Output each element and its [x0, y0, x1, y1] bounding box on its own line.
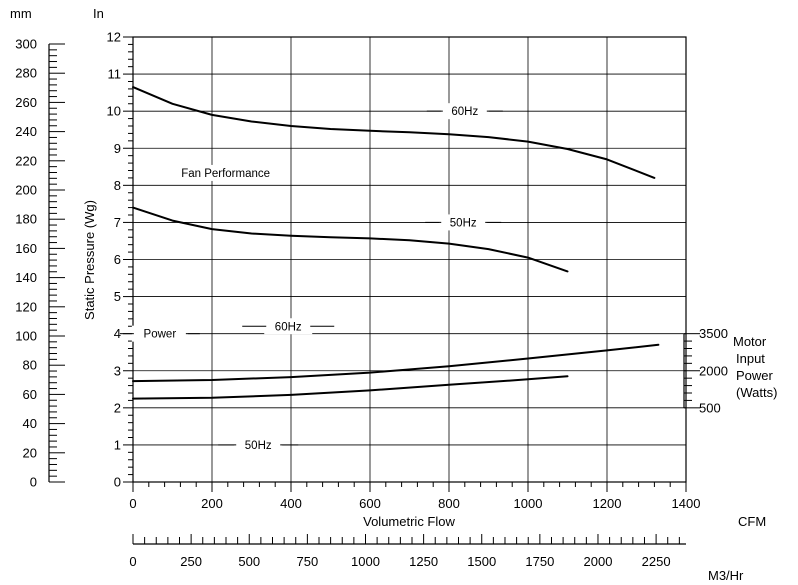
- mm-tick-label: 20: [23, 445, 37, 460]
- mm-tick-label: 100: [15, 329, 37, 344]
- annotation-power-60hz-mask: [264, 318, 313, 335]
- m3hr-tick-label: 0: [129, 554, 136, 569]
- power-tick-label: 2000: [699, 363, 728, 378]
- curves: [132, 86, 660, 400]
- mm-tick-label: 120: [15, 299, 37, 314]
- annotation-power: Power: [144, 329, 177, 341]
- y-unit-in: In: [93, 6, 104, 21]
- annotation-pressure-60hz: 60Hz: [451, 106, 478, 118]
- mm-tick-label: 40: [23, 416, 37, 431]
- y-unit-mm: mm: [10, 6, 32, 21]
- x-tick-label: 1400: [672, 496, 701, 511]
- annotation-power-50hz: 50Hz: [245, 440, 272, 452]
- y-tick-label: 9: [114, 141, 121, 156]
- power-tick-label: 500: [699, 400, 721, 415]
- power-tick-label: 3500: [699, 326, 728, 341]
- y-tick-label: 4: [114, 326, 121, 341]
- x-unit-cfm: CFM: [738, 514, 766, 529]
- m3hr-tick-label: 250: [180, 554, 202, 569]
- x-tick-label: 0: [129, 496, 136, 511]
- mm-tick-label: 240: [15, 124, 37, 139]
- curve-power-60hz: [132, 343, 660, 383]
- y-tick-label: 8: [114, 178, 121, 193]
- mm-tick-label: 180: [15, 212, 37, 227]
- x-tick-label: 200: [201, 496, 223, 511]
- y-tick-label: 5: [114, 289, 121, 304]
- power-axis-label: Motor: [733, 334, 767, 349]
- mm-tick-label: 0: [30, 475, 37, 490]
- annotation-power-mask: [131, 325, 188, 342]
- mm-tick-label: 200: [15, 183, 37, 198]
- mm-tick-label: 60: [23, 387, 37, 402]
- annotation-power-60hz: 60Hz: [275, 321, 302, 333]
- y-tick-label: 1: [114, 437, 121, 452]
- m3hr-tick-label: 2000: [584, 554, 613, 569]
- mm-tick-label: 300: [15, 37, 37, 52]
- power-axis-label: (Watts): [736, 385, 777, 400]
- m3hr-tick-label: 750: [297, 554, 319, 569]
- annotation-pressure-50hz: 50Hz: [450, 217, 477, 229]
- y-tick-label: 6: [114, 252, 121, 267]
- mm-tick-label: 80: [23, 358, 37, 373]
- m3hr-tick-label: 500: [238, 554, 260, 569]
- m3hr-tick-label: 2250: [642, 554, 671, 569]
- annotation-fan-performance-mask: [177, 164, 286, 181]
- m3hr-tick-label: 1250: [409, 554, 438, 569]
- x-unit-m3hr: M3/Hr: [708, 568, 744, 583]
- annotations: 60Hz 50Hz Power 60Hz 50Hz Fan Performance: [119, 103, 503, 453]
- m3hr-tick-label: 1000: [351, 554, 380, 569]
- grid-lines: [133, 37, 686, 482]
- mm-tick-label: 140: [15, 270, 37, 285]
- annotation-pressure-60hz-mask: [440, 103, 489, 120]
- curve-fan-50hz: [132, 206, 569, 273]
- mm-tick-label: 220: [15, 153, 37, 168]
- x-tick-label: 800: [438, 496, 460, 511]
- x-tick-label: 1000: [514, 496, 543, 511]
- curve-fan-60hz: [132, 86, 656, 179]
- axes: 0123456789101112020406080100120140160180…: [15, 30, 777, 570]
- mm-tick-label: 280: [15, 66, 37, 81]
- annotation-pressure-50hz-mask: [439, 214, 488, 231]
- y-tick-label: 0: [114, 475, 121, 490]
- annotation-fan-performance: Fan Performance: [181, 168, 270, 180]
- power-axis-label: Power: [736, 368, 774, 383]
- x-tick-label: 600: [359, 496, 381, 511]
- power-axis-label: Input: [736, 351, 765, 366]
- m3hr-tick-label: 1750: [525, 554, 554, 569]
- x-tick-label: 400: [280, 496, 302, 511]
- y-tick-label: 7: [114, 215, 121, 230]
- y-tick-label: 3: [114, 363, 121, 378]
- annotation-power-50hz-mask: [234, 436, 283, 453]
- mm-tick-label: 260: [15, 95, 37, 110]
- y-axis-label: Static Pressure (Wg): [82, 200, 97, 320]
- x-tick-label: 1200: [593, 496, 622, 511]
- curve-power-50hz: [132, 375, 569, 400]
- y-tick-label: 10: [107, 104, 121, 119]
- m3hr-tick-label: 1500: [467, 554, 496, 569]
- mm-tick-label: 160: [15, 241, 37, 256]
- y-tick-label: 2: [114, 400, 121, 415]
- y-tick-label: 11: [108, 67, 122, 82]
- x-axis-label: Volumetric Flow: [363, 514, 455, 529]
- y-tick-label: 12: [107, 30, 121, 45]
